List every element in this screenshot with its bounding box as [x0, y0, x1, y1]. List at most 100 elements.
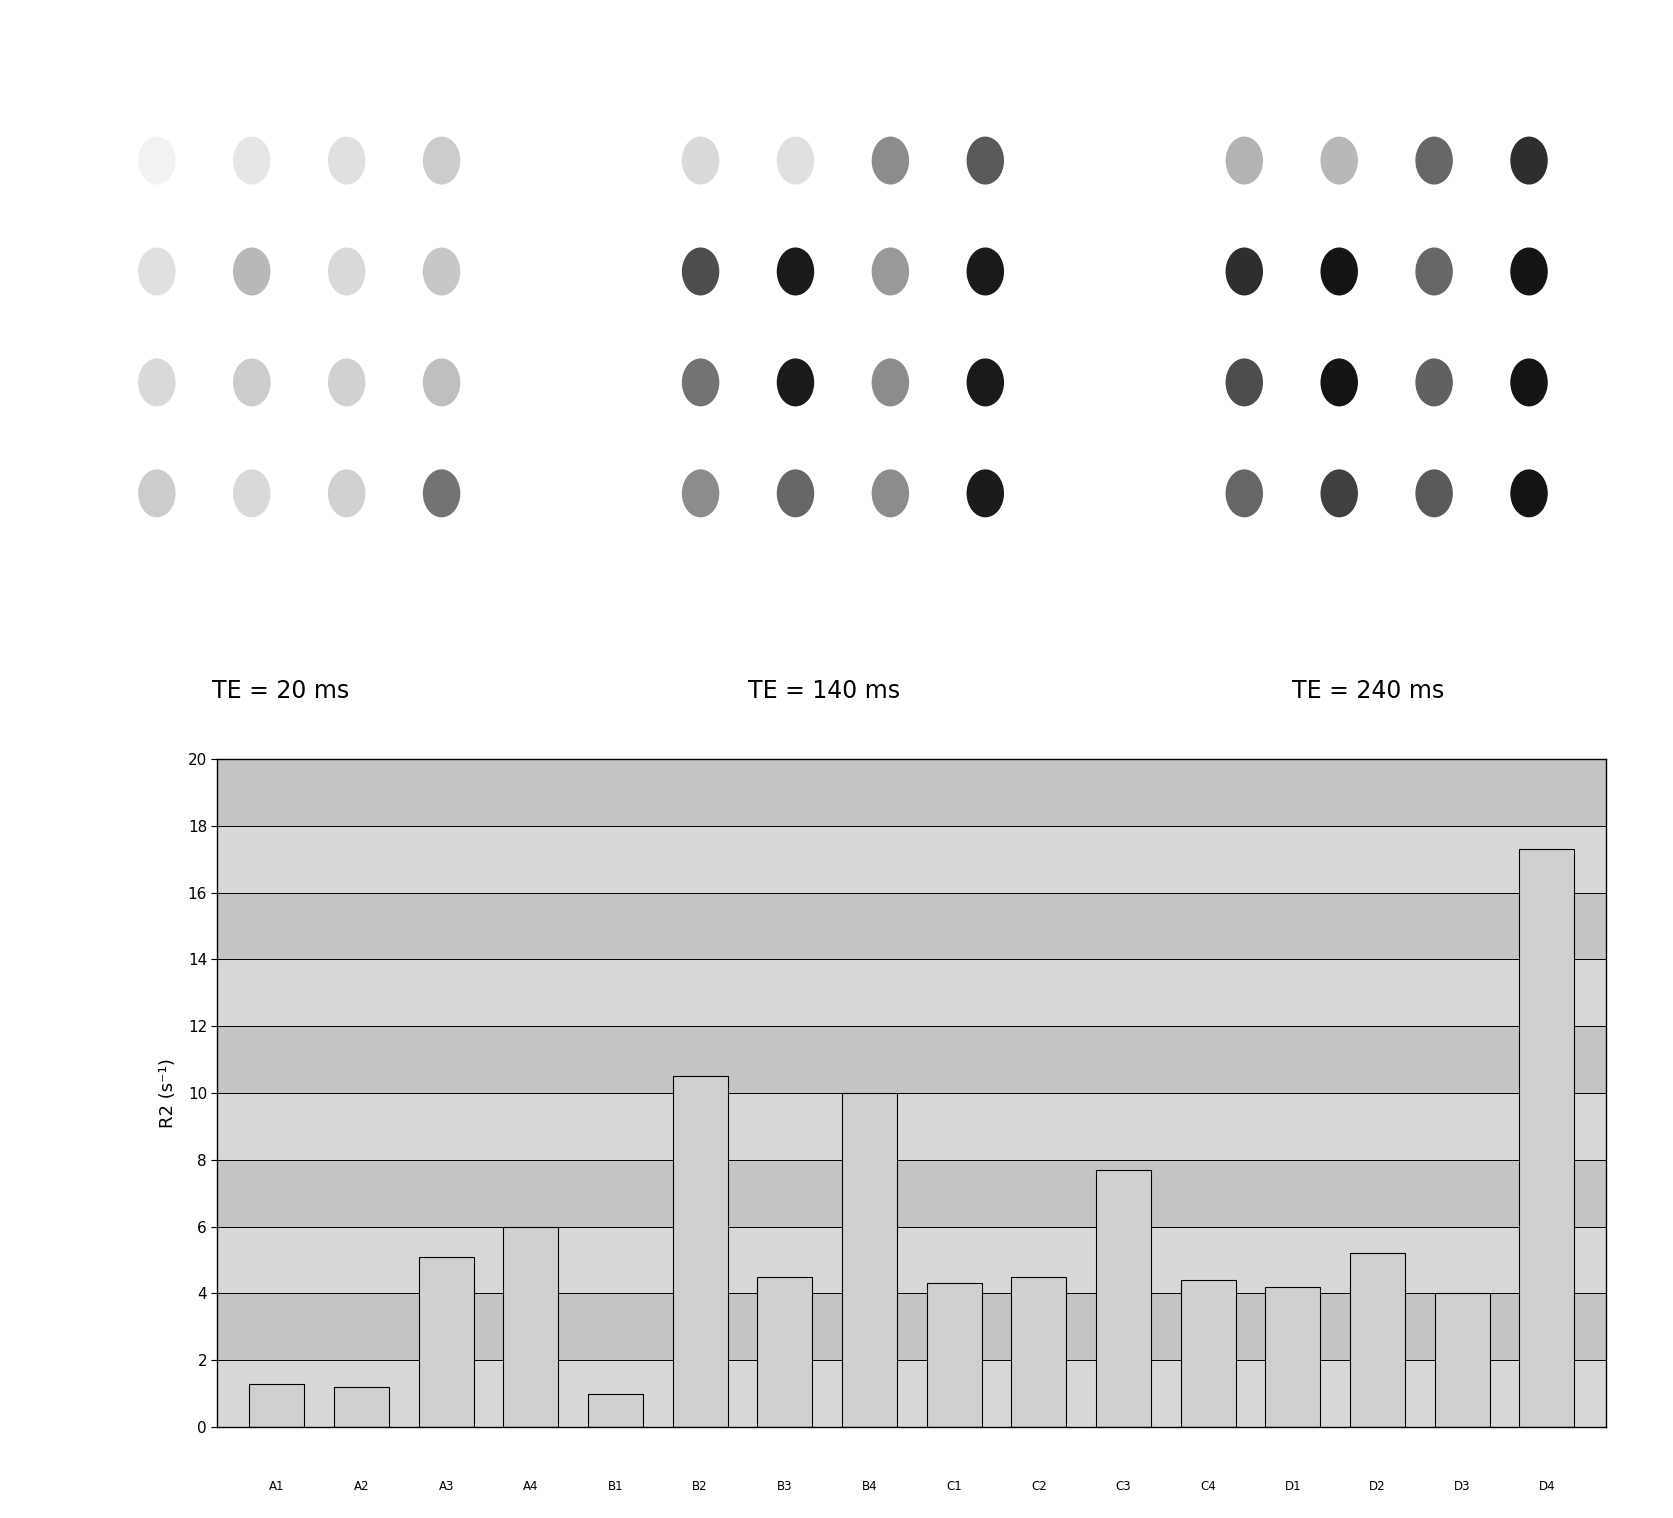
Ellipse shape: [1511, 249, 1548, 294]
Bar: [927, 1283, 982, 1427]
Ellipse shape: [1322, 471, 1357, 516]
Text: TE = 240 ms: TE = 240 ms: [1292, 679, 1444, 703]
Ellipse shape: [423, 471, 460, 516]
Ellipse shape: [872, 249, 908, 294]
Ellipse shape: [967, 137, 1004, 184]
Text: D3: D3: [1454, 1480, 1471, 1494]
Ellipse shape: [139, 137, 176, 184]
Text: D1: D1: [1285, 1480, 1302, 1494]
Bar: [504, 1227, 559, 1427]
Text: A2: A2: [353, 1480, 370, 1494]
Ellipse shape: [872, 360, 908, 405]
Text: A3: A3: [438, 1480, 453, 1494]
Ellipse shape: [1415, 360, 1452, 405]
Ellipse shape: [139, 471, 176, 516]
Bar: [1096, 1170, 1151, 1427]
Text: C3: C3: [1116, 1480, 1131, 1494]
Text: D: D: [69, 484, 84, 502]
Bar: [217, 1360, 1606, 1427]
Ellipse shape: [872, 471, 908, 516]
Text: B4: B4: [862, 1480, 877, 1494]
Ellipse shape: [423, 137, 460, 184]
Bar: [217, 1093, 1606, 1160]
Ellipse shape: [234, 249, 269, 294]
Ellipse shape: [1226, 137, 1263, 184]
Text: C4: C4: [1200, 1480, 1216, 1494]
Bar: [217, 1160, 1606, 1227]
Bar: [1181, 1280, 1236, 1427]
Bar: [673, 1076, 728, 1427]
Bar: [1265, 1287, 1320, 1427]
Ellipse shape: [778, 137, 813, 184]
Text: 1: 1: [694, 91, 706, 109]
Text: 1: 1: [1238, 91, 1250, 109]
Ellipse shape: [1415, 137, 1452, 184]
Ellipse shape: [1226, 471, 1263, 516]
Bar: [1519, 849, 1574, 1427]
Ellipse shape: [683, 471, 719, 516]
Ellipse shape: [234, 137, 269, 184]
Text: B: B: [70, 263, 82, 281]
Ellipse shape: [683, 360, 719, 405]
Text: D: D: [612, 484, 627, 502]
Bar: [418, 1257, 473, 1427]
Bar: [335, 1387, 388, 1427]
Text: 3: 3: [341, 91, 353, 109]
Bar: [1010, 1277, 1066, 1427]
Text: D4: D4: [1539, 1480, 1556, 1494]
Ellipse shape: [1226, 249, 1263, 294]
Text: 4: 4: [980, 91, 990, 109]
Text: C1: C1: [947, 1480, 962, 1494]
Text: TE = 20 ms: TE = 20 ms: [211, 679, 350, 703]
Bar: [758, 1277, 813, 1427]
Text: 1: 1: [151, 91, 162, 109]
Ellipse shape: [423, 360, 460, 405]
Bar: [249, 1383, 304, 1427]
Text: D: D: [1156, 484, 1171, 502]
Bar: [217, 1293, 1606, 1360]
Ellipse shape: [1322, 360, 1357, 405]
Bar: [217, 1026, 1606, 1093]
Text: A4: A4: [524, 1480, 539, 1494]
Ellipse shape: [967, 471, 1004, 516]
Ellipse shape: [423, 249, 460, 294]
Ellipse shape: [1511, 137, 1548, 184]
Text: 3: 3: [1429, 91, 1440, 109]
Y-axis label: R2 (s⁻¹): R2 (s⁻¹): [159, 1058, 177, 1128]
Bar: [1435, 1293, 1489, 1427]
Text: TE = 140 ms: TE = 140 ms: [748, 679, 900, 703]
Ellipse shape: [234, 471, 269, 516]
Ellipse shape: [1322, 249, 1357, 294]
Ellipse shape: [1511, 360, 1548, 405]
Ellipse shape: [234, 360, 269, 405]
Ellipse shape: [1511, 471, 1548, 516]
Ellipse shape: [1415, 249, 1452, 294]
Text: B2: B2: [693, 1480, 708, 1494]
Ellipse shape: [328, 249, 365, 294]
Text: A: A: [1158, 152, 1169, 170]
Ellipse shape: [1226, 360, 1263, 405]
Ellipse shape: [778, 249, 813, 294]
Ellipse shape: [778, 360, 813, 405]
Text: A: A: [614, 152, 626, 170]
Text: A1: A1: [269, 1480, 284, 1494]
Ellipse shape: [1322, 137, 1357, 184]
Text: C: C: [69, 373, 84, 392]
Bar: [1350, 1254, 1405, 1427]
Text: 2: 2: [790, 91, 801, 109]
Ellipse shape: [967, 360, 1004, 405]
Text: 2: 2: [246, 91, 258, 109]
Text: 4: 4: [1524, 91, 1534, 109]
Text: 4: 4: [437, 91, 447, 109]
Text: B3: B3: [776, 1480, 793, 1494]
Bar: [217, 893, 1606, 959]
Ellipse shape: [328, 471, 365, 516]
Text: D2: D2: [1369, 1480, 1385, 1494]
Text: C2: C2: [1031, 1480, 1047, 1494]
Ellipse shape: [328, 360, 365, 405]
Ellipse shape: [683, 137, 719, 184]
Text: C: C: [612, 373, 627, 392]
Text: 3: 3: [885, 91, 897, 109]
Text: 2: 2: [1333, 91, 1345, 109]
Text: B1: B1: [607, 1480, 624, 1494]
